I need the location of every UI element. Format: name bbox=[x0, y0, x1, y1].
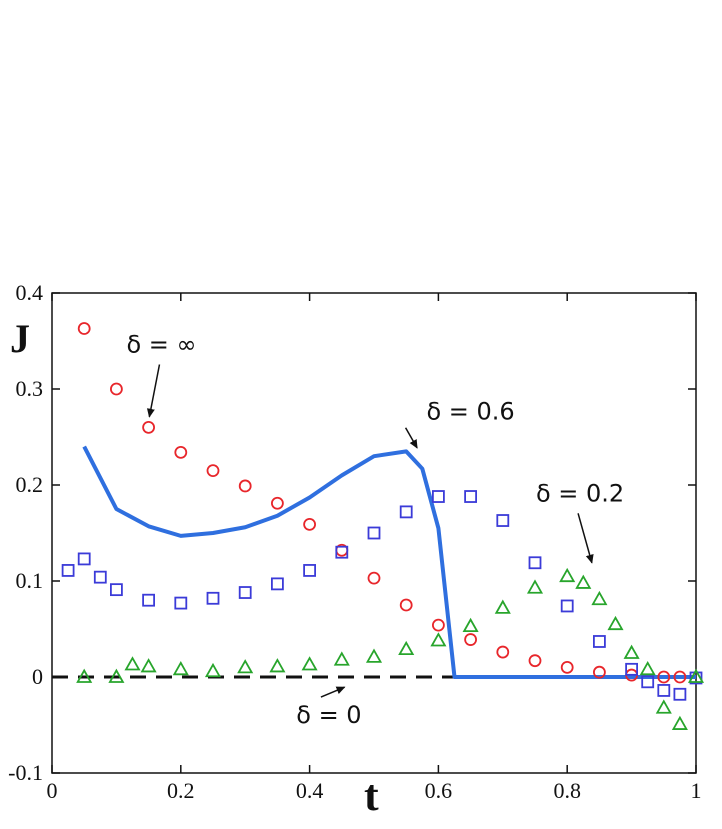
circle-point bbox=[560, 661, 574, 674]
circle-point bbox=[238, 479, 252, 493]
plot-frame bbox=[51, 292, 697, 774]
triangle-point bbox=[76, 668, 93, 683]
annotation-label: δ = 0.6 bbox=[426, 398, 514, 426]
circle-point bbox=[142, 420, 156, 434]
axis-ticks bbox=[51, 292, 697, 774]
x-tick-label: 0 bbox=[47, 778, 58, 803]
square-point bbox=[174, 596, 188, 610]
triangle-point bbox=[108, 668, 125, 683]
triangle-point bbox=[140, 658, 157, 673]
square-point bbox=[238, 586, 252, 599]
annotation-label: δ = 0 bbox=[296, 701, 361, 729]
triangle-point bbox=[172, 660, 189, 676]
square-point bbox=[593, 635, 606, 648]
triangle-point bbox=[237, 659, 254, 674]
square-point bbox=[367, 526, 381, 540]
square-point bbox=[689, 671, 703, 685]
triangle-point bbox=[269, 658, 286, 673]
triangle-point bbox=[333, 651, 350, 666]
triangle-point bbox=[687, 668, 705, 683]
x-tick-label: 0.2 bbox=[167, 778, 195, 803]
circle-point bbox=[496, 645, 510, 659]
square-point bbox=[496, 514, 510, 527]
circle-point bbox=[673, 670, 687, 684]
annotation-arrow bbox=[146, 364, 161, 418]
square-point bbox=[431, 490, 445, 503]
y-tick-label: 0 bbox=[32, 664, 43, 689]
triangle-point bbox=[559, 567, 576, 583]
circle-point bbox=[657, 670, 671, 684]
annotation-label: δ = 0.2 bbox=[536, 479, 624, 507]
square-point bbox=[657, 684, 671, 697]
square-point bbox=[560, 599, 574, 613]
triangle-point bbox=[398, 640, 415, 656]
square-point bbox=[464, 490, 478, 503]
circle-point bbox=[110, 382, 123, 396]
square-point bbox=[528, 556, 542, 570]
square-point bbox=[335, 545, 349, 559]
circle-point bbox=[593, 665, 606, 679]
square-point bbox=[93, 570, 107, 584]
square-point bbox=[399, 505, 413, 519]
annotation-arrow bbox=[577, 513, 594, 564]
x-tick-label: 0.8 bbox=[553, 778, 581, 803]
square-point bbox=[641, 675, 655, 689]
triangle-point bbox=[462, 617, 479, 633]
y-tick-label: 0.2 bbox=[16, 472, 44, 497]
y-tick-label: 0.1 bbox=[16, 568, 44, 593]
x-axis-title: t bbox=[364, 771, 379, 820]
square-point bbox=[270, 577, 284, 591]
circle-point bbox=[206, 464, 220, 478]
square-point bbox=[142, 593, 156, 607]
annotation-arrow bbox=[404, 427, 418, 449]
x-tick-label: 0.6 bbox=[425, 778, 453, 803]
square-point bbox=[61, 564, 75, 577]
triangle-point bbox=[607, 615, 624, 631]
y-tick-label: -0.1 bbox=[8, 760, 43, 785]
y-tick-label: 0.3 bbox=[16, 376, 44, 401]
square-point bbox=[673, 687, 687, 701]
circle-point bbox=[367, 571, 381, 585]
triangle-point bbox=[639, 660, 656, 676]
circle-point bbox=[303, 517, 317, 531]
annotation-layer: δ = ∞ δ = 0.6 δ = 0.2 δ = 0 bbox=[126, 331, 624, 730]
triangle-point bbox=[655, 699, 672, 714]
triangle-point bbox=[591, 590, 608, 606]
triangle-point bbox=[494, 599, 511, 614]
square-point bbox=[206, 591, 220, 605]
y-tick-label: 0.4 bbox=[16, 280, 44, 305]
triangle-point bbox=[204, 662, 222, 678]
circle-point bbox=[174, 445, 188, 459]
circle-point bbox=[77, 322, 91, 335]
triangle-point bbox=[575, 574, 592, 589]
circle-point bbox=[528, 654, 542, 668]
square-point bbox=[625, 662, 638, 676]
y-axis-title: J bbox=[10, 316, 30, 361]
square-point bbox=[77, 552, 91, 566]
series-line bbox=[82, 445, 696, 679]
square-point bbox=[110, 583, 123, 597]
triangle-point bbox=[301, 656, 318, 671]
x-tick-label: 1 bbox=[691, 778, 702, 803]
circle-point bbox=[464, 633, 478, 646]
triangle-point bbox=[430, 632, 447, 647]
x-tick-label: 0.4 bbox=[296, 778, 324, 803]
square-point bbox=[303, 564, 317, 577]
triangle-point bbox=[671, 715, 688, 730]
triangle-point bbox=[526, 579, 544, 594]
circle-point bbox=[270, 496, 284, 510]
circle-point bbox=[431, 618, 445, 632]
triangle-point bbox=[365, 648, 383, 663]
triangle-point bbox=[623, 644, 640, 659]
triangle-point bbox=[124, 656, 141, 671]
annotation-arrow bbox=[320, 686, 346, 698]
axis-tick-labels: 0 0.2 0.4 0.6 0.8 1-0.100.10.20.30.4 bbox=[8, 280, 701, 803]
annotation-label: δ = ∞ bbox=[126, 331, 196, 359]
series-layer bbox=[52, 322, 705, 730]
circle-point bbox=[399, 598, 413, 612]
